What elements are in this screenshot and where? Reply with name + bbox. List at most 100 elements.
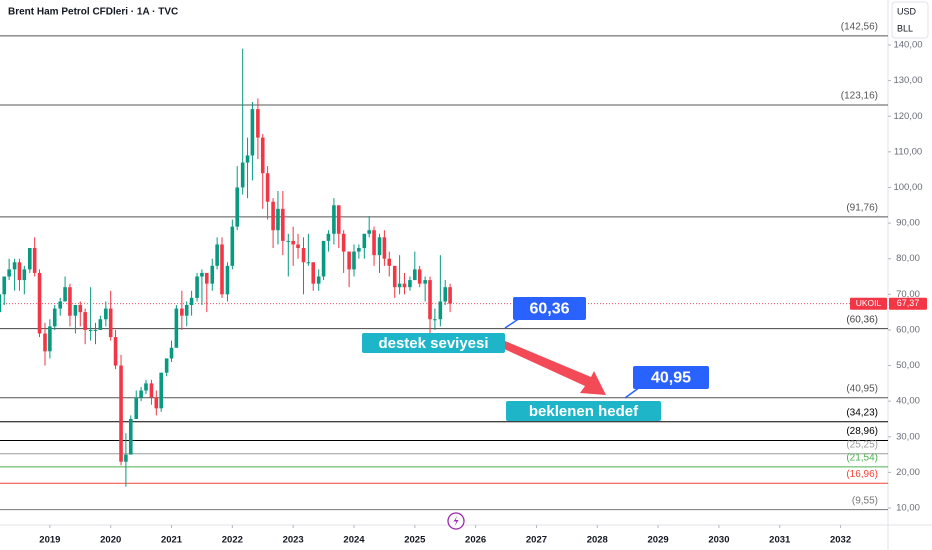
candle-body bbox=[164, 358, 169, 373]
annotation-box bbox=[362, 333, 505, 353]
candle-body bbox=[256, 109, 260, 138]
candle-body bbox=[124, 454, 128, 462]
candle-body bbox=[230, 226, 235, 266]
candle-body bbox=[245, 155, 250, 163]
level-label: (60,36) bbox=[846, 314, 878, 325]
event-icon-bolt bbox=[453, 515, 459, 527]
candle-body bbox=[83, 312, 87, 330]
candle-body bbox=[2, 276, 7, 295]
candle-body bbox=[413, 269, 417, 281]
candle-body bbox=[332, 205, 336, 234]
level-label: (25,25) bbox=[846, 439, 878, 450]
y-tick-label: 120,00 bbox=[893, 111, 922, 122]
candle-body bbox=[260, 137, 265, 174]
candle-body bbox=[271, 201, 275, 231]
candle-body bbox=[139, 390, 143, 398]
annotation-text: beklenen hedef bbox=[529, 403, 639, 420]
candle-body bbox=[336, 205, 341, 234]
y-tick-label: 10,00 bbox=[896, 503, 920, 514]
y-tick-label: 140,00 bbox=[893, 40, 922, 51]
x-tick-label: 2027 bbox=[526, 535, 547, 546]
candle-body bbox=[174, 308, 179, 348]
candle-body bbox=[215, 244, 219, 266]
y-tick-label: 40,00 bbox=[896, 396, 920, 407]
candle-body bbox=[32, 248, 37, 273]
candle-body bbox=[296, 244, 300, 249]
candle-body bbox=[301, 248, 306, 263]
candle-body bbox=[22, 269, 27, 281]
candle-body bbox=[73, 305, 78, 316]
candle-body bbox=[184, 305, 189, 316]
candle-body bbox=[200, 272, 204, 277]
candle-body bbox=[119, 365, 123, 462]
candle-body bbox=[204, 272, 209, 284]
candle-body bbox=[265, 173, 270, 202]
y-tick-label: 110,00 bbox=[894, 146, 922, 157]
unit: BLL bbox=[897, 23, 913, 33]
candle-body bbox=[423, 280, 427, 284]
level-label: (21,54) bbox=[846, 453, 878, 464]
candle-body bbox=[104, 308, 108, 320]
y-tick-label: 100,00 bbox=[893, 182, 922, 193]
candle-body bbox=[362, 233, 367, 249]
candle-body bbox=[88, 329, 93, 331]
last-price-box bbox=[889, 297, 927, 310]
candle-body bbox=[78, 305, 83, 313]
candle-body bbox=[316, 276, 321, 284]
x-tick-label: 2025 bbox=[404, 535, 426, 546]
candle-body bbox=[357, 248, 361, 252]
y-tick-label: 130,00 bbox=[893, 75, 922, 86]
candle-body bbox=[347, 251, 351, 270]
candle-body bbox=[326, 233, 331, 241]
x-tick-label: 2019 bbox=[39, 535, 60, 546]
x-tick-label: 2031 bbox=[769, 535, 791, 546]
candle-body bbox=[63, 287, 67, 302]
candle-body bbox=[134, 397, 139, 419]
level-label: (142,56) bbox=[841, 22, 878, 33]
candle-body bbox=[37, 272, 42, 334]
candle-body bbox=[321, 240, 326, 277]
candle-body bbox=[154, 397, 159, 409]
candle-body bbox=[402, 283, 407, 288]
annotation-box bbox=[513, 297, 586, 320]
candle-body bbox=[448, 287, 452, 304]
candle-body bbox=[387, 258, 392, 266]
currency-box[interactable] bbox=[891, 1, 929, 39]
candle-body bbox=[397, 283, 402, 288]
x-tick-label: 2028 bbox=[587, 535, 608, 546]
y-tick-label: 70,00 bbox=[896, 289, 920, 300]
y-tick-label: 80,00 bbox=[896, 253, 920, 264]
x-tick-label: 2020 bbox=[100, 535, 121, 546]
candle-body bbox=[352, 251, 356, 270]
candle-body bbox=[169, 347, 174, 359]
candle-body bbox=[43, 333, 47, 352]
candle-body bbox=[28, 248, 32, 270]
candle-body bbox=[372, 230, 376, 256]
x-tick-label: 2026 bbox=[465, 535, 486, 546]
candle-body bbox=[281, 208, 285, 241]
candle-body bbox=[0, 294, 2, 313]
y-tick-label: 90,00 bbox=[896, 218, 920, 229]
annotation-text: destek seviyesi bbox=[378, 335, 488, 352]
candle-body bbox=[443, 287, 448, 302]
candle-body bbox=[276, 208, 280, 231]
candle-body bbox=[220, 244, 224, 295]
candle-body bbox=[17, 262, 22, 281]
candle-body bbox=[235, 187, 240, 227]
x-tick-label: 2030 bbox=[708, 535, 729, 546]
x-tick-label: 2021 bbox=[161, 535, 183, 546]
candle-body bbox=[7, 269, 11, 277]
candle-body bbox=[438, 301, 443, 320]
candle-body bbox=[128, 418, 133, 455]
candle-body bbox=[250, 109, 255, 156]
candle-body bbox=[392, 265, 397, 288]
candle-body bbox=[58, 301, 63, 309]
candle-body bbox=[159, 372, 163, 409]
x-tick-label: 2022 bbox=[222, 535, 243, 546]
level-label: (34,23) bbox=[846, 407, 878, 418]
annotation-text: 60,36 bbox=[529, 301, 569, 318]
x-tick-label: 2029 bbox=[648, 535, 669, 546]
x-tick-label: 2032 bbox=[830, 535, 851, 546]
candle-body bbox=[48, 326, 52, 352]
